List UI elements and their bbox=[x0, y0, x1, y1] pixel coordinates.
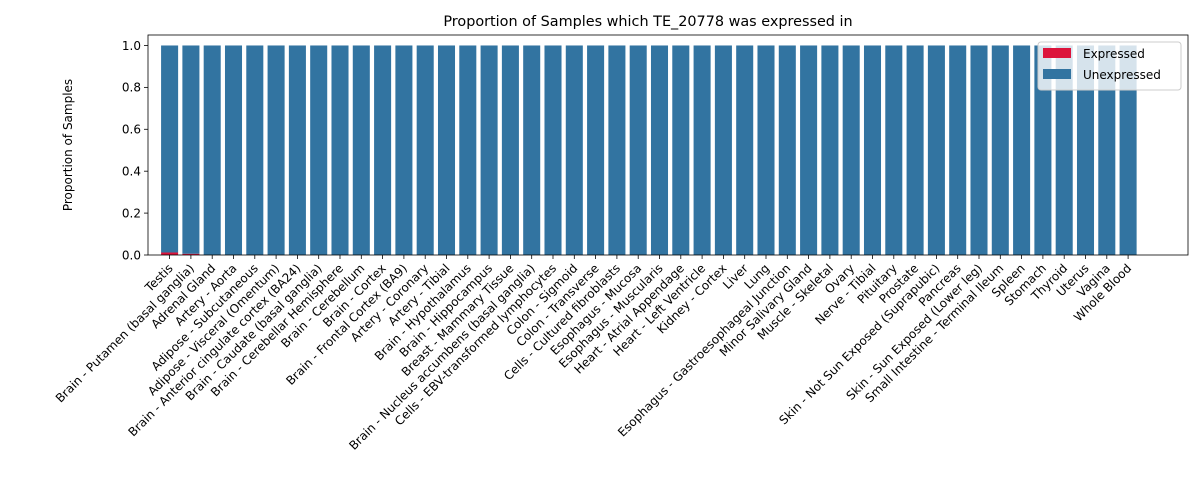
bar-expressed-1 bbox=[182, 253, 200, 255]
bar-expressed-0 bbox=[161, 252, 179, 255]
plot-frame bbox=[147, 34, 1189, 256]
bar-unexpressed-3 bbox=[224, 45, 243, 256]
bar-unexpressed-16 bbox=[501, 45, 519, 256]
bar-unexpressed-6 bbox=[288, 45, 306, 256]
legend-box bbox=[1037, 41, 1182, 91]
legend-label-unexpressed: Unexpressed bbox=[1083, 68, 1161, 82]
bar-unexpressed-39 bbox=[991, 45, 1009, 256]
y-tick-label: 0.0 bbox=[122, 248, 141, 262]
bar-unexpressed-1 bbox=[182, 45, 200, 254]
y-axis-title: Proportion of Samples bbox=[61, 79, 75, 211]
bar-unexpressed-19 bbox=[565, 45, 583, 256]
bar-unexpressed-11 bbox=[395, 45, 413, 256]
bar-unexpressed-15 bbox=[480, 45, 498, 256]
bar-unexpressed-13 bbox=[437, 45, 456, 256]
bar-unexpressed-24 bbox=[672, 45, 690, 256]
bar-unexpressed-38 bbox=[970, 45, 988, 256]
bar-unexpressed-20 bbox=[587, 45, 605, 256]
bar-unexpressed-30 bbox=[800, 45, 818, 256]
bar-unexpressed-27 bbox=[736, 45, 754, 256]
bar-unexpressed-4 bbox=[246, 45, 264, 256]
bar-unexpressed-2 bbox=[203, 45, 221, 256]
bar-unexpressed-33 bbox=[863, 45, 882, 256]
bar-unexpressed-7 bbox=[310, 45, 328, 256]
y-tick-label: 0.2 bbox=[122, 206, 141, 220]
bar-unexpressed-41 bbox=[1034, 45, 1052, 256]
bar-unexpressed-21 bbox=[608, 45, 626, 256]
bar-unexpressed-32 bbox=[842, 45, 860, 256]
bar-unexpressed-25 bbox=[693, 45, 711, 256]
bar-unexpressed-12 bbox=[416, 45, 434, 256]
bar-unexpressed-9 bbox=[352, 45, 370, 256]
bar-unexpressed-45 bbox=[1119, 45, 1137, 256]
bar-unexpressed-40 bbox=[1013, 45, 1031, 256]
bar-unexpressed-34 bbox=[885, 45, 903, 256]
y-axis: 0.0 0.2 0.4 0.6 0.8 1.0 bbox=[122, 39, 148, 262]
bar-unexpressed-17 bbox=[523, 45, 541, 256]
bar-unexpressed-42 bbox=[1055, 45, 1073, 256]
y-tick-label: 0.4 bbox=[122, 164, 141, 178]
bar-unexpressed-31 bbox=[821, 45, 839, 256]
chart-title: Proportion of Samples which TE_20778 was… bbox=[443, 14, 852, 30]
bars bbox=[161, 45, 1137, 256]
bar-unexpressed-18 bbox=[544, 45, 562, 256]
bar-unexpressed-23 bbox=[650, 45, 669, 256]
legend-label-expressed: Expressed bbox=[1083, 47, 1145, 61]
y-tick-label: 0.6 bbox=[122, 123, 141, 137]
bar-unexpressed-37 bbox=[949, 45, 967, 256]
legend-swatch-unexpressed bbox=[1043, 69, 1071, 79]
bar-unexpressed-36 bbox=[927, 45, 945, 256]
bar-unexpressed-26 bbox=[714, 45, 732, 256]
bar-unexpressed-43 bbox=[1076, 45, 1095, 256]
bar-unexpressed-29 bbox=[778, 45, 796, 256]
bar-unexpressed-22 bbox=[629, 45, 647, 256]
legend: Expressed Unexpressed bbox=[1037, 41, 1182, 91]
bar-unexpressed-14 bbox=[459, 45, 477, 256]
legend-swatch-expressed bbox=[1043, 48, 1071, 58]
bar-unexpressed-35 bbox=[906, 45, 924, 256]
bar-unexpressed-5 bbox=[267, 45, 285, 256]
bar-unexpressed-28 bbox=[757, 45, 775, 256]
y-tick-label: 0.8 bbox=[122, 81, 141, 95]
bar-unexpressed-8 bbox=[331, 45, 349, 256]
bar-unexpressed-0 bbox=[161, 45, 179, 253]
bar-unexpressed-44 bbox=[1098, 45, 1116, 256]
bar-unexpressed-10 bbox=[374, 45, 392, 256]
y-tick-label: 1.0 bbox=[122, 39, 141, 53]
